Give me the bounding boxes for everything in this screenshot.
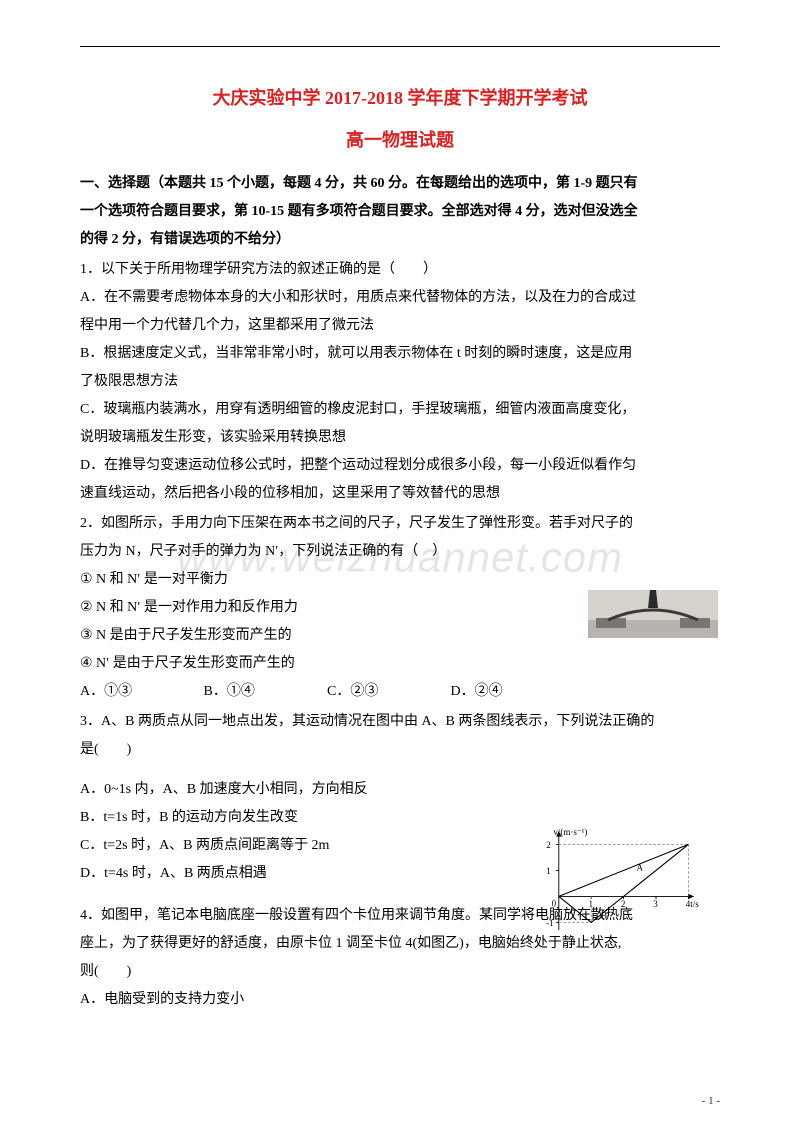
q2-optC: C．②③ bbox=[327, 678, 447, 706]
page-number: - 1 - bbox=[702, 1090, 720, 1112]
intro-l2: 一个选项符合题目要求，第 10-15 题有多项符合题目要求。全部选对得 4 分，… bbox=[80, 204, 638, 219]
q2-optB: B．①④ bbox=[204, 678, 324, 706]
section-intro: 一、选择题（本题共 15 个小题，每题 4 分，共 60 分。在每题给出的选项中… bbox=[80, 170, 720, 254]
question-2: 2．如图所示，手用力向下压架在两本书之间的尺子，尺子发生了弹性形变。若手对尺子的… bbox=[80, 510, 720, 706]
exam-title-line2: 高一物理试题 bbox=[80, 122, 720, 158]
q3-stem-l1: 3．A、B 两质点从同一地点出发，其运动情况在图中由 A、B 两条图线表示，下列… bbox=[80, 708, 720, 736]
q3-optB: B．t=1s 时，B 的运动方向发生改变 bbox=[80, 804, 720, 832]
q1-stem: 1．以下关于所用物理学研究方法的叙述正确的是（ ） bbox=[80, 256, 720, 284]
intro-l3: 的得 2 分，有错误选项的不给分） bbox=[80, 232, 290, 247]
question-4: 4．如图甲，笔记本电脑底座一般设置有四个卡位用来调节角度。某同学将电脑放在散热底… bbox=[80, 902, 720, 1014]
q1-optC-l1: C．玻璃瓶内装满水，用穿有透明细管的橡皮泥封口，手捏玻璃瓶，细管内液面高度变化， bbox=[80, 396, 720, 424]
q3-stem-l2: 是( ) bbox=[80, 736, 720, 764]
q2-optD: D．②④ bbox=[451, 678, 571, 706]
q1-optD-l2: 速直线运动，然后把各小段的位移相加，这里采用了等效替代的思想 bbox=[80, 480, 720, 508]
q4-stem-l1: 4．如图甲，笔记本电脑底座一般设置有四个卡位用来调节角度。某同学将电脑放在散热底 bbox=[80, 902, 720, 930]
q3-optC: C．t=2s 时，A、B 两质点间距离等于 2m bbox=[80, 832, 720, 860]
question-1: 1．以下关于所用物理学研究方法的叙述正确的是（ ） A．在不需要考虑物体本身的大… bbox=[80, 256, 720, 508]
q1-optB-l1: B．根据速度定义式，当非常非常小时，就可以用表示物体在 t 时刻的瞬时速度，这是… bbox=[80, 340, 720, 368]
q2-s3: ③ N 是由于尺子发生形变而产生的 bbox=[80, 622, 720, 650]
document-body: 大庆实验中学 2017-2018 学年度下学期开学考试 高一物理试题 一、选择题… bbox=[80, 80, 720, 1014]
question-3: 3．A、B 两质点从同一地点出发，其运动情况在图中由 A、B 两条图线表示，下列… bbox=[80, 708, 720, 888]
exam-title-line1: 大庆实验中学 2017-2018 学年度下学期开学考试 bbox=[80, 80, 720, 116]
q2-stem-l1: 2．如图所示，手用力向下压架在两本书之间的尺子，尺子发生了弹性形变。若手对尺子的 bbox=[80, 510, 720, 538]
q3-optA: A．0~1s 内，A、B 加速度大小相同，方向相反 bbox=[80, 776, 720, 804]
q2-stem-l2: 压力为 N，尺子对手的弹力为 N′，下列说法正确的有（ ） bbox=[80, 538, 720, 566]
q1-optA-l2: 程中用一个力代替几个力，这里都采用了微元法 bbox=[80, 312, 720, 340]
q2-s4: ④ N′ 是由于尺子发生形变而产生的 bbox=[80, 650, 720, 678]
q1-optD-l1: D．在推导匀变速运动位移公式时，把整个运动过程划分成很多小段，每一小段近似看作匀 bbox=[80, 452, 720, 480]
q2-options: A．①③ B．①④ C．②③ D．②④ bbox=[80, 678, 720, 706]
q4-stem-l2: 座上，为了获得更好的舒适度，由原卡位 1 调至卡位 4(如图乙)，电脑始终处于静… bbox=[80, 930, 720, 958]
q1-optB-l2: 了极限思想方法 bbox=[80, 368, 720, 396]
top-rule bbox=[80, 46, 720, 47]
intro-l1: 一、选择题（本题共 15 个小题，每题 4 分，共 60 分。在每题给出的选项中… bbox=[80, 176, 638, 191]
q2-s1: ① N 和 N′ 是一对平衡力 bbox=[80, 566, 720, 594]
q3-optD: D．t=4s 时，A、B 两质点相遇 bbox=[80, 860, 720, 888]
q1-optA-l1: A．在不需要考虑物体本身的大小和形状时，用质点来代替物体的方法，以及在力的合成过 bbox=[80, 284, 720, 312]
q1-optC-l2: 说明玻璃瓶发生形变，该实验采用转换思想 bbox=[80, 424, 720, 452]
q4-optA: A．电脑受到的支持力变小 bbox=[80, 986, 720, 1014]
q2-optA: A．①③ bbox=[80, 678, 200, 706]
q4-stem-l3: 则( ) bbox=[80, 958, 720, 986]
q2-s2: ② N 和 N′ 是一对作用力和反作用力 bbox=[80, 594, 720, 622]
